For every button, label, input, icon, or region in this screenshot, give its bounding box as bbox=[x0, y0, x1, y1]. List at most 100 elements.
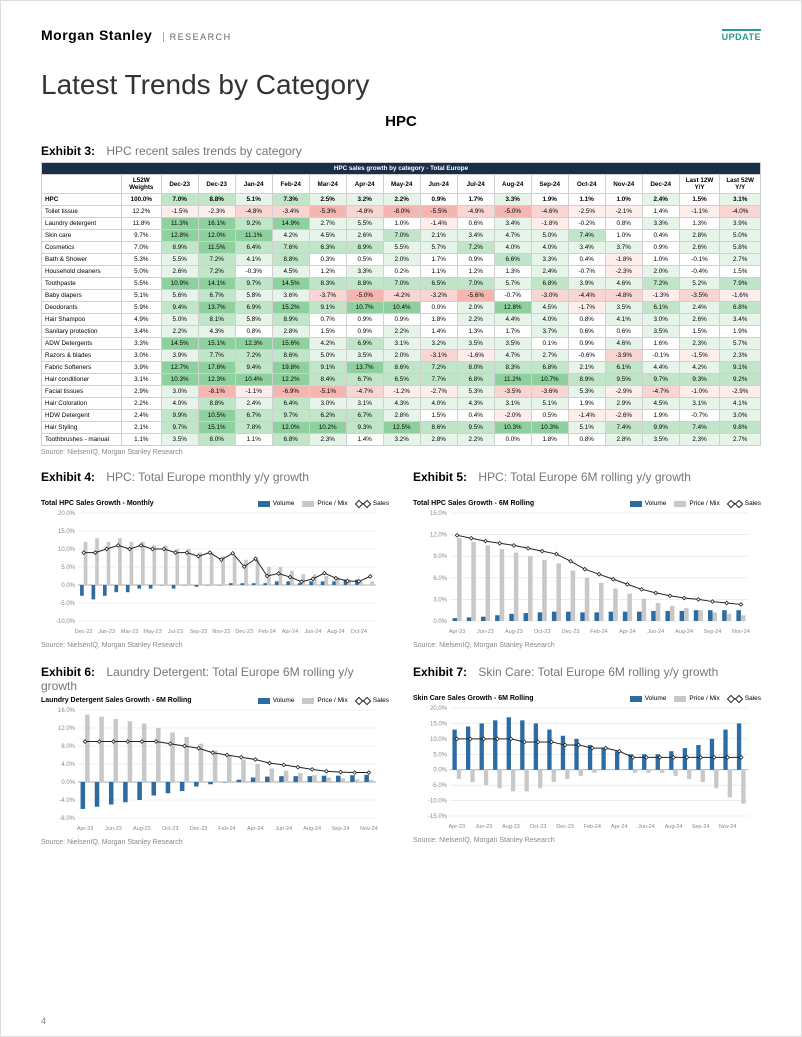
svg-text:-5.0%: -5.0% bbox=[431, 783, 447, 789]
svg-text:5.0%: 5.0% bbox=[433, 752, 447, 758]
svg-text:Oct-23: Oct-23 bbox=[162, 826, 179, 832]
svg-text:Nov-24: Nov-24 bbox=[360, 826, 378, 832]
svg-text:-10.0%: -10.0% bbox=[56, 619, 76, 625]
svg-text:Apr-23: Apr-23 bbox=[449, 629, 466, 635]
svg-text:Jun-24: Jun-24 bbox=[638, 824, 655, 830]
svg-text:Jul-23: Jul-23 bbox=[168, 629, 183, 635]
exhibit3-num: Exhibit 3: bbox=[41, 144, 95, 158]
brand: Morgan Stanley RESEARCH bbox=[41, 27, 232, 43]
svg-text:Feb-24: Feb-24 bbox=[584, 824, 601, 830]
svg-text:-15.0%: -15.0% bbox=[428, 814, 448, 820]
chart-legend: Volume Price / Mix Sales bbox=[630, 500, 761, 507]
chart-ex4-svg: -10.0%-5.0%0.0%5.0%10.0%15.0%20.0%Dec-22… bbox=[41, 509, 389, 639]
exhibit4-source: Source: NielsenIQ, Morgan Stanley Resear… bbox=[41, 642, 389, 649]
chart-ex7-svg: -15.0%-10.0%-5.0%0.0%5.0%10.0%15.0%20.0%… bbox=[413, 704, 761, 834]
exhibit6-num: Exhibit 6: bbox=[41, 665, 95, 679]
svg-text:0.0%: 0.0% bbox=[433, 619, 447, 625]
exhibit7-source: Source: NielsenIQ, Morgan Stanley Resear… bbox=[413, 837, 761, 844]
svg-text:Feb-24: Feb-24 bbox=[218, 826, 235, 832]
svg-text:Aug-23: Aug-23 bbox=[505, 629, 523, 635]
page-subtitle: HPC bbox=[41, 113, 761, 130]
svg-text:Aug-23: Aug-23 bbox=[133, 826, 151, 832]
chart-legend: Volume Price / Mix Sales bbox=[630, 695, 761, 702]
exhibit4-title: Total HPC Sales Growth - Monthly bbox=[41, 500, 154, 507]
exhibit3-table-wrap: HPC sales growth by category - Total Eur… bbox=[41, 162, 761, 446]
svg-text:Sep-24: Sep-24 bbox=[332, 826, 350, 832]
svg-text:Jan-23: Jan-23 bbox=[98, 629, 115, 635]
exhibit6-source: Source: NielsenIQ, Morgan Stanley Resear… bbox=[41, 839, 389, 846]
charts-grid: Exhibit 4: HPC: Total Europe monthly y/y… bbox=[41, 470, 761, 846]
exhibit7-title: Skin Care Sales Growth - 6M Rolling bbox=[413, 695, 534, 702]
page: Morgan Stanley RESEARCH UPDATE Latest Tr… bbox=[0, 0, 802, 1037]
svg-text:Jun-23: Jun-23 bbox=[475, 824, 492, 830]
exhibit5-source: Source: NielsenIQ, Morgan Stanley Resear… bbox=[413, 642, 761, 649]
svg-text:-4.0%: -4.0% bbox=[59, 798, 75, 804]
svg-text:6.0%: 6.0% bbox=[433, 576, 447, 582]
exhibit3-source: Source: NielsenIQ, Morgan Stanley Resear… bbox=[41, 449, 761, 456]
exhibit3-label: Exhibit 3: HPC recent sales trends by ca… bbox=[41, 144, 761, 158]
exhibit3-table: HPC sales growth by category - Total Eur… bbox=[41, 162, 761, 446]
svg-text:Apr-24: Apr-24 bbox=[619, 629, 636, 635]
svg-text:10.0%: 10.0% bbox=[430, 737, 448, 743]
svg-text:16.0%: 16.0% bbox=[58, 708, 76, 714]
svg-text:10.0%: 10.0% bbox=[58, 547, 76, 553]
svg-text:Nov-23: Nov-23 bbox=[212, 629, 230, 635]
svg-text:Apr-24: Apr-24 bbox=[611, 824, 628, 830]
svg-text:Aug-24: Aug-24 bbox=[303, 826, 321, 832]
exhibit7-cap: Skin Care: Total Europe 6M rolling y/y g… bbox=[478, 665, 718, 679]
svg-text:20.0%: 20.0% bbox=[430, 706, 448, 712]
svg-text:May-23: May-23 bbox=[143, 629, 161, 635]
svg-text:Aug-23: Aug-23 bbox=[502, 824, 520, 830]
exhibit5-num: Exhibit 5: bbox=[413, 470, 467, 484]
svg-text:Dec-23: Dec-23 bbox=[556, 824, 574, 830]
brand-name: Morgan Stanley bbox=[41, 27, 152, 43]
svg-text:Nov-24: Nov-24 bbox=[719, 824, 737, 830]
svg-text:15.0%: 15.0% bbox=[58, 529, 76, 535]
svg-text:Feb-24: Feb-24 bbox=[590, 629, 607, 635]
exhibit5-title: Total HPC Sales Growth - 6M Rolling bbox=[413, 500, 534, 507]
exhibit5-cap: HPC: Total Europe 6M rolling y/y growth bbox=[478, 470, 691, 484]
svg-text:5.0%: 5.0% bbox=[61, 565, 75, 571]
svg-text:Mar-23: Mar-23 bbox=[121, 629, 138, 635]
svg-text:Apr-24: Apr-24 bbox=[282, 629, 299, 635]
exhibit7: Exhibit 7: Skin Care: Total Europe 6M ro… bbox=[413, 665, 761, 846]
update-badge: UPDATE bbox=[722, 29, 761, 42]
exhibit4: Exhibit 4: HPC: Total Europe monthly y/y… bbox=[41, 470, 389, 649]
svg-text:-8.0%: -8.0% bbox=[59, 816, 75, 822]
svg-text:9.0%: 9.0% bbox=[433, 554, 447, 560]
page-number: 4 bbox=[41, 1016, 46, 1026]
svg-text:Oct-23: Oct-23 bbox=[530, 824, 547, 830]
svg-text:Sep-24: Sep-24 bbox=[704, 629, 722, 635]
svg-text:Apr-23: Apr-23 bbox=[449, 824, 466, 830]
page-title: Latest Trends by Category bbox=[41, 69, 761, 101]
exhibit6-title: Laundry Detergent Sales Growth - 6M Roll… bbox=[41, 697, 192, 704]
svg-text:3.0%: 3.0% bbox=[433, 597, 447, 603]
svg-text:Nov-24: Nov-24 bbox=[732, 629, 750, 635]
svg-text:Jun-24: Jun-24 bbox=[275, 826, 292, 832]
exhibit4-num: Exhibit 4: bbox=[41, 470, 95, 484]
svg-text:Apr-24: Apr-24 bbox=[247, 826, 264, 832]
svg-text:15.0%: 15.0% bbox=[430, 511, 448, 517]
svg-text:Jun-24: Jun-24 bbox=[305, 629, 322, 635]
svg-text:Sep-24: Sep-24 bbox=[692, 824, 710, 830]
chart-ex6-svg: -8.0%-4.0%0.0%4.0%8.0%12.0%16.0%Apr-23Ju… bbox=[41, 706, 389, 836]
svg-text:Aug-24: Aug-24 bbox=[675, 629, 693, 635]
svg-text:Dec-23: Dec-23 bbox=[562, 629, 580, 635]
exhibit4-cap: HPC: Total Europe monthly y/y growth bbox=[106, 470, 309, 484]
svg-text:Jun-23: Jun-23 bbox=[477, 629, 494, 635]
chart-ex5-svg: 0.0% 3.0% 6.0% 9.0% 12.0% 15.0% Apr-23 Jun-23 Au… bbox=[413, 509, 761, 639]
exhibit7-num: Exhibit 7: bbox=[413, 665, 467, 679]
svg-text:15.0%: 15.0% bbox=[430, 721, 448, 727]
svg-text:Jun-23: Jun-23 bbox=[105, 826, 122, 832]
svg-text:0.0%: 0.0% bbox=[433, 768, 447, 774]
svg-text:Aug-24: Aug-24 bbox=[665, 824, 683, 830]
chart-legend: Volume Price / Mix Sales bbox=[258, 500, 389, 507]
svg-text:Dec-23: Dec-23 bbox=[235, 629, 253, 635]
svg-text:0.0%: 0.0% bbox=[61, 780, 75, 786]
svg-text:Dec-23: Dec-23 bbox=[190, 826, 208, 832]
exhibit3-cap: HPC recent sales trends by category bbox=[106, 144, 301, 158]
svg-text:12.0%: 12.0% bbox=[430, 533, 448, 539]
svg-text:Feb-24: Feb-24 bbox=[258, 629, 275, 635]
svg-text:-5.0%: -5.0% bbox=[59, 601, 75, 607]
svg-text:Sep-23: Sep-23 bbox=[189, 629, 207, 635]
